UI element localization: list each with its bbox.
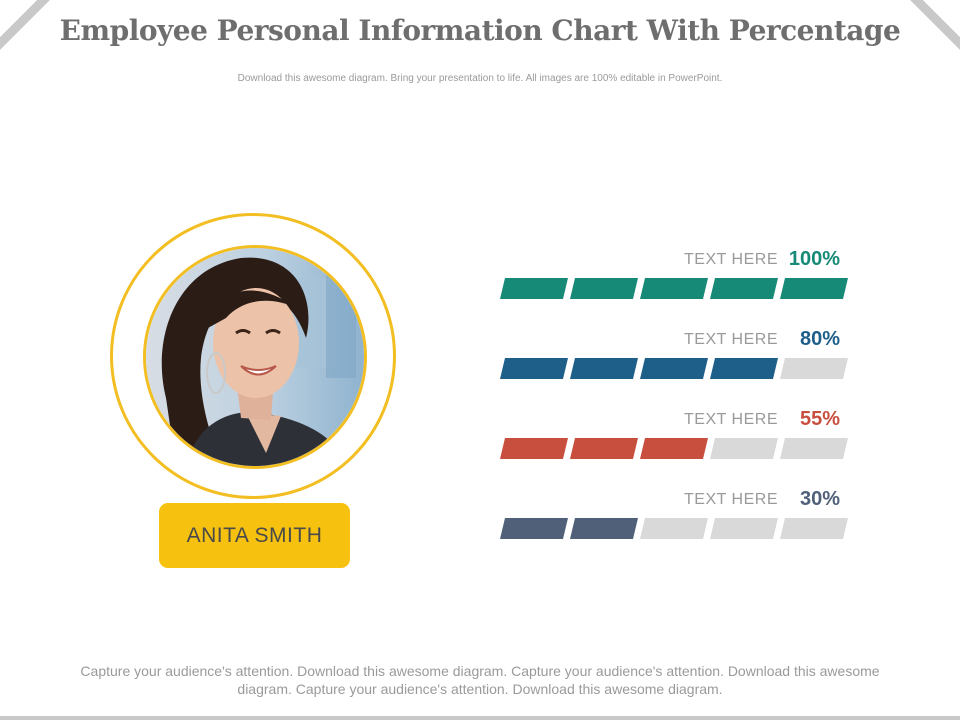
page-title: Employee Personal Information Chart With…	[59, 14, 901, 47]
bar-segments	[500, 438, 850, 460]
bar-segment-empty	[780, 438, 848, 459]
bar-percent-label: 30%	[799, 488, 840, 510]
bar-segment-filled	[640, 278, 708, 299]
footer-text: Capture your audience's attention. Downl…	[80, 663, 880, 697]
bar-segments	[500, 278, 850, 300]
bar-segment-empty	[710, 438, 778, 459]
bar-label: TEXT HERE	[684, 251, 778, 268]
bar-segments	[500, 518, 850, 540]
bottom-divider	[0, 716, 960, 720]
bar-percent-label: 55%	[799, 408, 840, 430]
bar-segment-filled	[500, 278, 568, 299]
bar-segment-empty	[710, 518, 778, 539]
bar-row: TEXT HERE 30%	[500, 488, 860, 570]
bar-segment-empty	[780, 358, 848, 379]
bar-segment-filled	[640, 358, 708, 379]
bar-segment-filled	[570, 518, 638, 539]
bar-segment-filled	[710, 358, 778, 379]
bar-segments	[500, 358, 850, 380]
profile-outer-ring	[110, 213, 396, 499]
bar-segment-empty	[780, 518, 848, 539]
bar-segment-filled	[500, 438, 568, 459]
bar-label: TEXT HERE	[684, 491, 778, 508]
profile-photo	[143, 245, 367, 469]
bar-row: TEXT HERE 80%	[500, 328, 860, 410]
bar-segment-filled	[570, 358, 638, 379]
bar-row: TEXT HERE 55%	[500, 408, 860, 490]
bar-segment-filled	[500, 358, 568, 379]
bar-label: TEXT HERE	[684, 411, 778, 428]
bar-segment-filled	[500, 518, 568, 539]
bar-segment-filled	[780, 278, 848, 299]
woman-portrait-image	[146, 248, 364, 466]
bar-percent-label: 80%	[799, 328, 840, 350]
bar-segment-filled	[640, 438, 708, 459]
bar-segment-filled	[570, 278, 638, 299]
page-subtitle: Download this awesome diagram. Bring you…	[237, 73, 723, 84]
bar-label: TEXT HERE	[684, 331, 778, 348]
bar-percent-label: 100%	[788, 248, 840, 270]
employee-name-badge: ANITA SMITH	[159, 503, 350, 568]
bar-segment-filled	[710, 278, 778, 299]
percentage-chart: TEXT HERE 100% TEXT HERE 80% TEXT HERE 55% TEX…	[500, 248, 860, 570]
bar-segment-filled	[570, 438, 638, 459]
bar-row: TEXT HERE 100%	[500, 248, 860, 330]
bar-segment-empty	[640, 518, 708, 539]
